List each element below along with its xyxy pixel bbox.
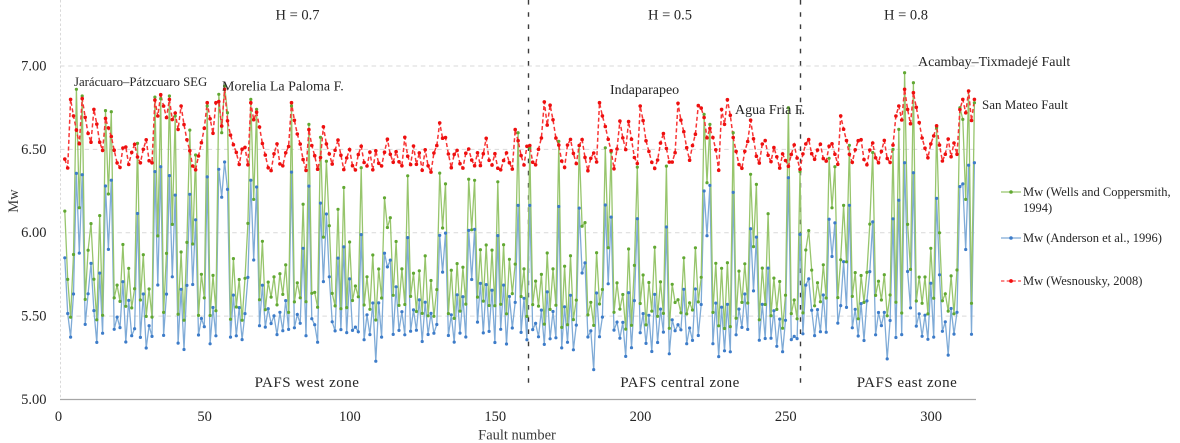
svg-text:H = 0.8: H = 0.8 [884, 8, 928, 24]
svg-text:Mw (Wesnousky, 2008): Mw (Wesnousky, 2008) [1023, 274, 1142, 288]
svg-text:Indaparapeo: Indaparapeo [610, 83, 679, 98]
svg-text:H = 0.5: H = 0.5 [648, 8, 692, 24]
svg-text:250: 250 [775, 409, 797, 425]
svg-text:Acambay–Tixmadejé Fault: Acambay–Tixmadejé Fault [918, 55, 1070, 70]
svg-text:50: 50 [197, 409, 212, 425]
svg-text:0: 0 [55, 409, 62, 425]
svg-text:Fault number: Fault number [478, 428, 556, 443]
svg-text:150: 150 [484, 409, 506, 425]
svg-text:Morelia La Paloma F.: Morelia La Paloma F. [222, 80, 344, 95]
svg-text:Mw (Anderson et al., 1996): Mw (Anderson et al., 1996) [1023, 231, 1162, 245]
svg-text:Mw: Mw [6, 189, 22, 213]
svg-text:PAFS central zone: PAFS central zone [620, 375, 740, 391]
svg-text:7.00: 7.00 [21, 59, 46, 75]
svg-text:Agua Fria F.: Agua Fria F. [735, 103, 805, 118]
svg-text:5.00: 5.00 [21, 392, 46, 408]
svg-text:100: 100 [339, 409, 361, 425]
svg-text:PAFS west zone: PAFS west zone [255, 375, 360, 391]
svg-text:6.50: 6.50 [21, 142, 46, 158]
svg-text:PAFS east zone: PAFS east zone [857, 375, 958, 391]
svg-text:6.00: 6.00 [21, 225, 46, 241]
svg-text:200: 200 [630, 409, 652, 425]
svg-text:5.50: 5.50 [21, 309, 46, 325]
svg-text:1994): 1994) [1023, 201, 1052, 215]
svg-text:H = 0.7: H = 0.7 [275, 8, 319, 24]
svg-text:San Mateo Fault: San Mateo Fault [982, 97, 1068, 112]
svg-text:300: 300 [920, 409, 942, 425]
svg-text:Jarácuaro–Pátzcuaro SEG: Jarácuaro–Pátzcuaro SEG [74, 75, 207, 89]
svg-text:Mw (Wells and Coppersmith,: Mw (Wells and Coppersmith, [1023, 185, 1171, 199]
